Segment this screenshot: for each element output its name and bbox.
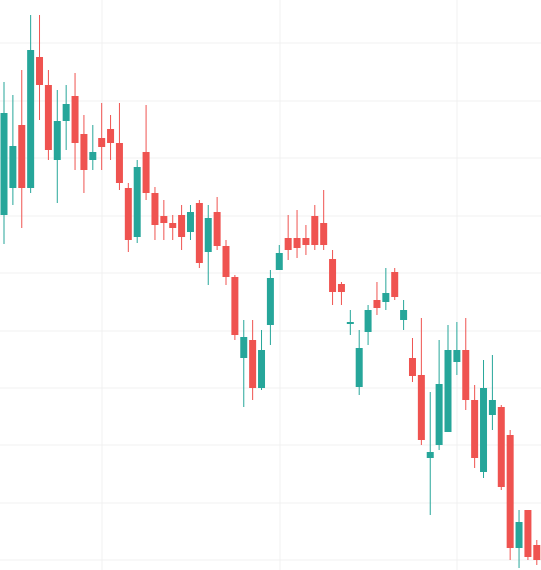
candle-body xyxy=(533,545,541,560)
candle-body xyxy=(346,322,354,324)
candle-body xyxy=(258,350,266,388)
candle-body xyxy=(320,223,328,245)
candle-body xyxy=(195,203,203,263)
candle-body xyxy=(480,388,488,472)
candle-body xyxy=(284,238,292,250)
candle-body xyxy=(408,358,416,376)
candle-body xyxy=(89,152,97,160)
candle-body xyxy=(98,138,106,147)
candle-body xyxy=(488,400,496,415)
candle-body xyxy=(382,293,390,302)
candle-body xyxy=(497,407,505,487)
candle-body xyxy=(213,212,221,246)
candle-body xyxy=(444,350,452,432)
candle-body xyxy=(471,400,479,458)
candle-body xyxy=(133,167,141,237)
candle-body xyxy=(178,215,186,237)
candle-body xyxy=(204,218,212,252)
candle-body xyxy=(27,50,35,188)
candle-body xyxy=(9,146,17,188)
candle-body xyxy=(231,277,239,335)
candle-body xyxy=(44,85,52,150)
candle-body xyxy=(426,452,434,458)
candle-body xyxy=(337,284,345,292)
candle-body xyxy=(329,259,337,292)
candle-body xyxy=(36,57,44,85)
candle-body xyxy=(186,212,194,232)
candle-body xyxy=(18,125,26,188)
candle-body xyxy=(302,238,310,245)
candle-body xyxy=(53,121,61,160)
candle-body xyxy=(506,435,514,548)
candle-body xyxy=(151,193,159,225)
candle-body xyxy=(311,216,319,245)
candle-body xyxy=(160,216,168,223)
candle-body xyxy=(115,143,123,183)
candle-body xyxy=(249,340,257,388)
candle-body xyxy=(364,310,372,332)
candle-body xyxy=(71,96,79,143)
candle-body xyxy=(373,300,381,308)
candle-body xyxy=(462,350,470,400)
candle-body xyxy=(435,384,443,445)
candle-body xyxy=(515,522,523,548)
candle-body xyxy=(222,246,230,277)
candle-body xyxy=(453,350,461,362)
candle-body xyxy=(240,337,248,358)
candle-body xyxy=(400,310,408,320)
candle-body xyxy=(391,272,399,297)
candle-body xyxy=(417,375,425,440)
candle-body xyxy=(355,348,363,387)
candle-body xyxy=(169,223,177,228)
candle-body xyxy=(275,253,283,270)
candle-body xyxy=(107,129,115,143)
candle-body xyxy=(124,188,132,240)
candle-body xyxy=(62,104,70,121)
candle-body xyxy=(266,278,274,325)
candle-body xyxy=(142,152,150,193)
candle-body xyxy=(524,510,532,557)
candle-body xyxy=(0,113,8,215)
candle-body xyxy=(293,238,301,248)
candle-body xyxy=(80,134,88,170)
